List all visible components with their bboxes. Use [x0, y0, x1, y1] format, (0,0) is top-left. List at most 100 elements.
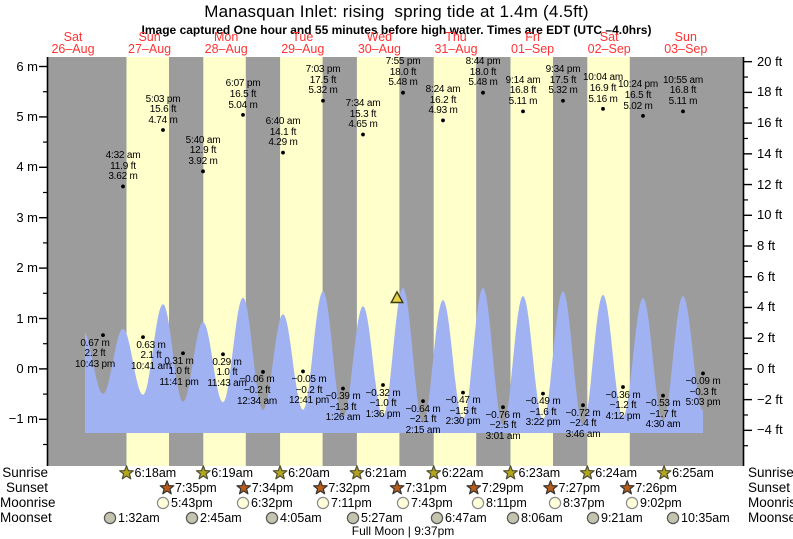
tide-annotation-line: −2.1 ft [409, 414, 437, 426]
day-date: 27–Aug [128, 42, 172, 56]
tide-annotation-line: 0.31 m [164, 355, 194, 367]
almanac-time: 7:35pm [175, 481, 217, 495]
tide-annotation-line: 16.8 ft [509, 85, 537, 97]
tide-annotation-line: −0.06 m [239, 374, 275, 386]
high-tide-dot [361, 132, 365, 137]
almanac-time: 8:37pm [563, 496, 605, 510]
tide-annotation-line: 3.92 m [188, 156, 218, 168]
low-tide-annotation: −0.64 m −2.1 ft 2:15 am [381, 404, 465, 437]
low-tide-dot [261, 370, 265, 374]
high-tide-annotation: 6:40 am 14.1 ft 4.29 m [241, 117, 325, 149]
low-tide-annotation: −0.76 m −2.5 ft 3:01 am [461, 410, 545, 443]
tide-annotation-line: 10:04 am [582, 72, 624, 84]
moonrise-circle-icon [396, 496, 410, 510]
tide-annotation-line: −1.2 ft [609, 400, 637, 412]
chart-subtitle: Image captured One hour and 55 minutes b… [141, 23, 652, 37]
tide-annotation-line: −0.49 m [525, 396, 561, 408]
tide-annotation-line: 5.32 m [308, 85, 338, 97]
high-tide-dot [601, 106, 605, 111]
tide-annotation-line: 10:55 am [662, 74, 704, 86]
tide-water-area [85, 288, 703, 433]
high-tide-annotation: 10:55 am 16.8 ft 5.11 m [641, 74, 725, 108]
tide-annotation-line: 14.1 ft [269, 126, 297, 138]
right-axis-label: 14 ft [757, 145, 783, 161]
moonset-circle-icon [506, 511, 520, 525]
right-axis-label: 4 ft [757, 299, 776, 315]
tide-annotation-line: 5:03 pm [685, 397, 721, 409]
tide-annotation-line: 11:43 am [207, 377, 247, 389]
tide-annotation-line: 4:30 am [645, 419, 681, 431]
high-tide-annotation: 7:03 pm 17.5 ft 5.32 m [281, 65, 365, 97]
tide-annotation-line: 4.29 m [268, 137, 298, 149]
sunrise-star-icon [195, 465, 211, 480]
almanac-time: 8:11pm [486, 496, 527, 510]
tide-annotation-line: 16.9 ft [589, 82, 617, 94]
right-axis-label: 8 ft [757, 238, 776, 253]
almanac-time: 5:43pm [171, 496, 213, 510]
day-date: 31–Aug [434, 42, 478, 56]
high-tide-dot [521, 109, 525, 114]
tide-annotation-line: 16.5 ft [624, 89, 652, 101]
high-tide-dot [441, 118, 445, 123]
low-tide-annotation: −0.05 m −0.2 ft 12:41 pm [267, 373, 351, 407]
full-moon-note: Full Moon | 9:37pm [351, 524, 455, 538]
tide-annotation-line: −0.72 m [565, 407, 601, 419]
tide-annotation-line: 10:24 pm [617, 79, 659, 91]
tide-annotation-line: 15.6 ft [149, 104, 177, 116]
low-tide-annotation: −0.06 m −0.2 ft 12:34 am [215, 375, 299, 407]
left-axis-label: 3 m [16, 209, 38, 225]
tide-annotation-line: 8:44 pm [465, 56, 501, 68]
tide-annotation-line: 1:26 am [325, 412, 361, 424]
almanac-time: 7:11pm [331, 496, 372, 510]
low-tide-dot [221, 352, 225, 357]
sunrise-star-icon [349, 465, 365, 480]
tide-annotation-line: 8:24 am [425, 83, 461, 95]
high-tide-annotation: 7:34 am 15.3 ft 4.65 m [321, 98, 405, 131]
tide-annotation-line: −2.5 ft [489, 420, 517, 432]
high-tide-dot [321, 98, 325, 103]
tide-annotation-line: 9:14 am [505, 74, 541, 86]
tide-annotation-line: 3:01 am [485, 430, 521, 442]
right-axis-label: 0 ft [757, 360, 776, 376]
day-label: Sat 02–Sep [573, 31, 645, 56]
tide-annotation-line: 4.65 m [348, 119, 378, 131]
tide-annotation-line: 15.3 ft [349, 108, 377, 120]
high-tide-dot [561, 98, 565, 103]
almanac-row-label-right: Sunrise [748, 465, 793, 480]
moonset-circle-icon [586, 511, 600, 525]
low-tide-annotation: 0.63 m 2.1 ft 10:41 am [109, 340, 193, 373]
day-label: Wed 30–Aug [343, 31, 415, 56]
sunrise-star-icon [272, 465, 288, 480]
moonset-circle-icon [185, 511, 199, 525]
high-tide-dot [121, 184, 125, 189]
sunset-star-icon [313, 480, 328, 495]
tide-annotation-line: 16.8 ft [669, 85, 697, 97]
tide-annotation-line: 12:41 pm [288, 395, 330, 407]
tide-annotation-line: 3:46 am [565, 428, 601, 440]
low-tide-dot [661, 393, 665, 398]
moonset-circle-icon [430, 511, 444, 525]
day-date: 26–Aug [51, 42, 95, 56]
tide-annotation-line: 2.1 ft [140, 350, 162, 362]
tide-annotation-line: 11.9 ft [110, 160, 136, 172]
sunrise-star-icon [579, 465, 595, 480]
day-label: Sun 03–Sep [650, 31, 722, 56]
low-tide-annotation: 0.31 m 1.0 ft 11:41 pm [137, 355, 221, 389]
tide-annotation-line: 0.67 m [80, 337, 110, 349]
high-tide-dot [401, 90, 405, 95]
high-tide-annotation: 10:24 pm 16.5 ft 5.02 m [596, 80, 680, 112]
tide-annotation-line: −0.53 m [645, 398, 681, 410]
tide-annotation-line: −0.05 m [291, 373, 327, 385]
high-tide-annotation: 9:14 am 16.8 ft 5.11 m [481, 74, 565, 108]
day-date: 01–Sep [511, 42, 555, 56]
almanac-row-label-left: Sunrise [2, 465, 48, 480]
day-date: 29–Aug [281, 42, 325, 56]
tide-annotation-line: 5.04 m [228, 99, 258, 111]
tide-annotation-line: 4.93 m [428, 105, 458, 117]
moonset-circle-icon [103, 511, 117, 525]
almanac-time: 7:34pm [251, 481, 294, 495]
moonrise-circle-icon [625, 496, 639, 510]
tide-annotation-line: −1.0 ft [369, 398, 397, 410]
high-tide-dot [241, 112, 245, 117]
